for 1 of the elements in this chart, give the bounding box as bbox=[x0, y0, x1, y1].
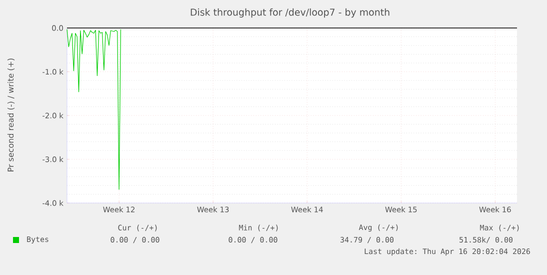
chart-title: Disk throughput for /dev/loop7 - by month bbox=[190, 8, 390, 18]
